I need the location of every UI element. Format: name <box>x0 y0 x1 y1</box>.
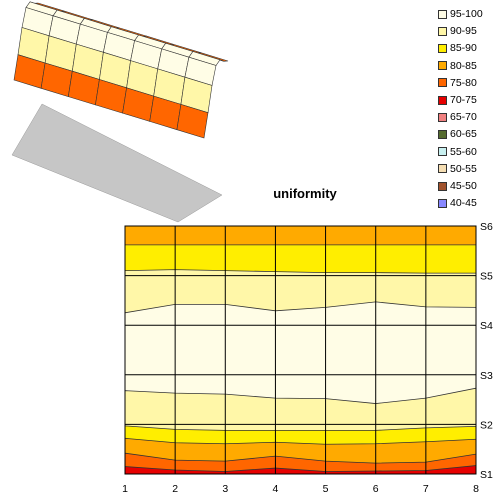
legend-item: 60-65 <box>438 126 477 142</box>
contour-band <box>125 438 476 464</box>
legend-item: 55-60 <box>438 144 477 160</box>
legend-swatch <box>438 112 447 122</box>
legend-label: 55-60 <box>450 145 477 158</box>
plot-border <box>124 225 477 475</box>
legend-item: 65-70 <box>438 109 477 125</box>
legend-swatch <box>438 181 447 191</box>
legend-label: 80-85 <box>450 59 477 72</box>
legend-swatch <box>438 95 447 105</box>
x-tick-label: 7 <box>423 483 429 495</box>
contour-line <box>124 437 477 445</box>
x-tick-label: 8 <box>473 483 479 495</box>
surface-floor <box>11 103 223 223</box>
y-tick-label: S6 <box>480 221 493 233</box>
legend-label: 90-95 <box>450 25 477 38</box>
legend-item: 90-95 <box>438 23 477 39</box>
legend-item: 40-45 <box>438 195 477 211</box>
legend-swatch <box>438 43 447 53</box>
legend-item: 45-50 <box>438 178 477 194</box>
legend-swatch <box>438 198 447 208</box>
legend-swatch <box>438 147 447 157</box>
surface-3d-chart <box>11 1 229 223</box>
legend-item: 95-100 <box>438 6 483 22</box>
legend-label: 75-80 <box>450 76 477 89</box>
x-tick-label: 1 <box>122 483 128 495</box>
contour-band <box>125 453 476 472</box>
legend-swatch <box>438 164 447 174</box>
legend-label: 70-75 <box>450 94 477 106</box>
y-tick-label: S3 <box>480 370 493 382</box>
x-tick-label: 4 <box>273 483 279 495</box>
legend-item: 85-90 <box>438 40 477 56</box>
legend-label: 50-55 <box>450 162 477 175</box>
legend-label: 40-45 <box>450 197 477 210</box>
legend-swatch <box>438 9 447 19</box>
contour-band <box>125 269 476 313</box>
legend-item: 50-55 <box>438 161 477 177</box>
grid <box>124 225 477 475</box>
contour-line <box>124 269 476 274</box>
x-tick-label: 3 <box>222 483 228 495</box>
contour-line <box>124 387 477 404</box>
x-tick-label: 2 <box>172 483 178 495</box>
contour-band <box>125 388 476 431</box>
y-tick-label: S4 <box>480 320 493 332</box>
legend-item: 70-75 <box>438 92 477 108</box>
legend-label: 85-90 <box>450 42 477 55</box>
y-tick-label: S2 <box>480 419 493 431</box>
legend-swatch <box>438 61 447 71</box>
contour-band <box>125 244 476 274</box>
surface-mesh <box>13 1 229 139</box>
contour-band <box>125 226 476 245</box>
surface-cell <box>176 104 209 139</box>
legend-item: 75-80 <box>438 75 477 91</box>
x-tick-label: 5 <box>323 483 329 495</box>
x-tick-label: 6 <box>373 483 379 495</box>
legend-swatch <box>438 129 447 139</box>
legend-item: 80-85 <box>438 58 477 74</box>
contour-line <box>124 465 477 472</box>
legend-label: 65-70 <box>450 111 477 124</box>
y-tick-label: S1 <box>480 469 493 481</box>
contour-line <box>124 452 477 464</box>
y-tick-label: S5 <box>480 271 493 283</box>
axis-labels: 1 2 3 4 5 6 7 8S1 S2 S3 S4 S5 S6 <box>122 221 493 495</box>
legend-label: 95-100 <box>450 8 483 20</box>
contour-band <box>125 301 476 404</box>
contour-lines <box>124 244 477 472</box>
contour-bands <box>125 226 476 474</box>
contour-line <box>124 301 477 314</box>
legend-swatch <box>438 26 447 36</box>
legend-label: 60-65 <box>450 128 477 141</box>
contour-line <box>124 425 477 431</box>
chart-title: uniformity <box>273 186 337 201</box>
legend-swatch <box>438 78 447 88</box>
legend-label: 45-50 <box>450 180 477 192</box>
